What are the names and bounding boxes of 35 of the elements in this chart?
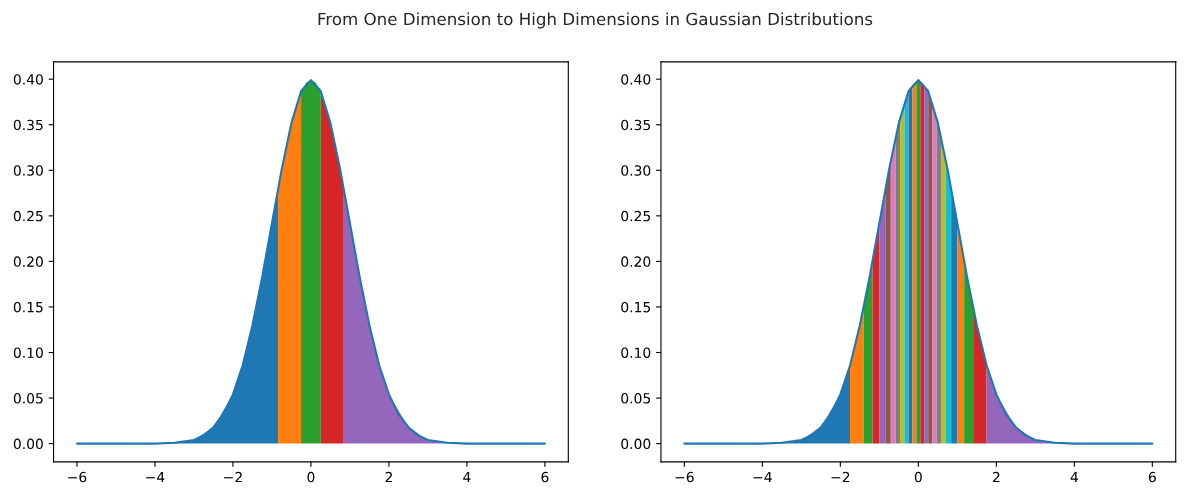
y-tick-label: 0.25: [621, 210, 651, 222]
x-tick-label: 0: [914, 471, 922, 483]
x-tick-label: 4: [1070, 471, 1078, 483]
x-tick-label: −2: [224, 471, 242, 483]
chart-title: From One Dimension to High Dimensions in Gaussian Distributions: [318, 12, 873, 29]
y-tick-label: 0.05: [13, 393, 43, 404]
x-tick-label: 2: [385, 471, 392, 483]
y-tick-label: 0.10: [621, 347, 651, 358]
y-tick-label: 0.40: [13, 74, 43, 85]
y-tick-label: 0.15: [13, 301, 43, 313]
x-tick-label: −6: [675, 471, 694, 483]
y-tick-label: 0.20: [621, 256, 651, 267]
y-tick-label: 0.00: [13, 438, 43, 450]
line-series: [75, 79, 546, 445]
x-tick-label: 6: [541, 471, 549, 483]
x-tick-label: −4: [146, 471, 165, 483]
y-tick-label: 0.10: [13, 347, 43, 358]
y-tick-label: 0.25: [13, 210, 43, 222]
y-tick-label: 0.40: [621, 74, 651, 85]
y-tick-label: 0.05: [621, 393, 651, 404]
x-tick-label: −4: [753, 471, 772, 483]
x-tick-label: −2: [831, 471, 850, 483]
x-tick-label: 2: [992, 471, 1000, 483]
y-tick-label: 0.35: [621, 119, 651, 131]
x-tick-label: 6: [1148, 471, 1156, 483]
y-tick-label: 0.15: [621, 301, 651, 313]
y-tick-label: 0.30: [621, 165, 651, 176]
x-tick-label: 4: [463, 471, 471, 483]
line-series: [683, 79, 1154, 445]
x-tick-label: −6: [68, 471, 87, 483]
x-tick-label: 0: [307, 471, 315, 483]
y-tick-label: 0.35: [13, 119, 43, 131]
y-tick-label: 0.20: [13, 256, 43, 267]
y-tick-label: 0.00: [621, 438, 651, 450]
y-tick-label: 0.30: [13, 165, 43, 176]
